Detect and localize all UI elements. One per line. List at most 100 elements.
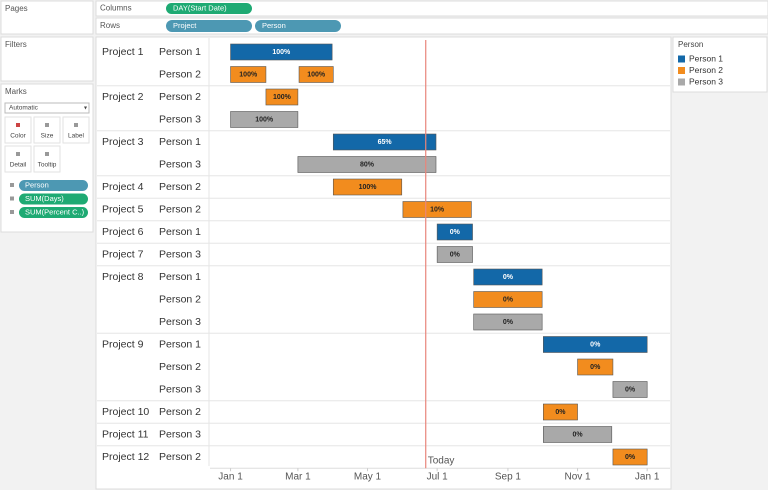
person-label: Person 3 <box>159 316 201 328</box>
marks-pill-label: SUM(Percent C..) <box>25 207 85 216</box>
project-label: Project 7 <box>102 248 144 260</box>
dropdown-arrow: ▾ <box>84 106 87 112</box>
gantt-bar <box>265 88 299 106</box>
marks-button-label: Label <box>68 133 84 140</box>
columns-label: Columns <box>100 4 132 13</box>
legend-swatch <box>678 78 685 86</box>
marks-button[interactable] <box>4 145 32 173</box>
person-label: Person 1 <box>159 226 201 238</box>
bar-label: 0% <box>503 319 514 326</box>
marks-pill[interactable] <box>19 180 88 191</box>
marks-pill[interactable] <box>19 207 88 218</box>
bar-label: 0% <box>450 251 461 258</box>
bar-label: 100% <box>307 71 326 78</box>
person-label: Person 2 <box>159 68 201 80</box>
gantt-bar <box>473 268 543 286</box>
legend-swatch <box>678 67 685 74</box>
mark-type-dropdown[interactable] <box>4 102 90 114</box>
gantt-bar <box>298 66 334 83</box>
legend-label: Person 2 <box>689 65 723 75</box>
x-tick-label: Sep 1 <box>495 472 522 483</box>
project-label: Project 6 <box>102 226 144 238</box>
marks-pill[interactable] <box>19 193 88 205</box>
marks-button-label: Color <box>10 133 26 140</box>
gantt-bar <box>436 246 473 263</box>
column-pill[interactable] <box>166 3 252 14</box>
marks-buttons: Color Size Label Detail Tooltip <box>4 116 90 173</box>
x-tick-label: Jan 1 <box>635 472 660 483</box>
marks-button[interactable] <box>33 116 61 144</box>
gantt-bar <box>612 381 648 398</box>
legend-swatch <box>678 55 685 63</box>
gantt-bar <box>332 178 403 196</box>
row-pill[interactable] <box>255 20 341 32</box>
marks-pill-icon <box>10 210 14 214</box>
gantt-chart: Project 1 Person 1 100% Person 2 100% 100% Pro… <box>97 40 670 483</box>
gantt-bar <box>230 43 333 61</box>
bar-label: 0% <box>625 386 636 393</box>
gantt-bar <box>473 313 543 331</box>
bar-label: 0% <box>625 454 636 461</box>
person-label: Person 3 <box>159 383 201 395</box>
project-label: Project 12 <box>102 451 149 463</box>
project-label: Project 3 <box>102 136 144 148</box>
marks-button[interactable] <box>4 116 32 144</box>
legend-label: Person 1 <box>689 53 723 63</box>
x-tick-label: Nov 1 <box>564 472 591 483</box>
gantt-bar <box>543 426 613 443</box>
marks-button-icon <box>74 123 78 127</box>
gantt-bar <box>402 201 472 218</box>
person-label: Person 1 <box>159 136 201 148</box>
marks-button-label: Tooltip <box>38 162 57 169</box>
legend-title: Person <box>678 40 703 49</box>
today-label: Today <box>428 456 455 467</box>
marks-title: Marks <box>5 87 27 96</box>
person-label: Person 3 <box>159 113 201 125</box>
gantt-bar <box>436 223 473 241</box>
bar-label: 0% <box>572 431 583 438</box>
person-label: Person 2 <box>159 293 201 305</box>
gantt-bar <box>332 133 437 151</box>
column-pill-label: DAY(Start Date) <box>173 3 227 12</box>
row-pill[interactable] <box>166 20 252 32</box>
bar-label: 0% <box>590 341 601 348</box>
rows-label: Rows <box>100 21 120 30</box>
bar-label: 100% <box>359 184 378 191</box>
project-label: Project 4 <box>102 181 144 193</box>
gantt-bar <box>230 66 267 83</box>
gantt-bar <box>473 291 543 308</box>
person-label: Person 3 <box>159 158 201 170</box>
project-label: Project 1 <box>102 46 144 58</box>
project-label: Project 11 <box>102 428 149 440</box>
marks-button[interactable] <box>33 145 61 173</box>
gantt-bar <box>543 403 578 421</box>
marks-button[interactable] <box>62 116 90 144</box>
bar-label: 100% <box>272 49 291 56</box>
bar-label: 0% <box>503 296 514 303</box>
project-label: Project 5 <box>102 203 144 215</box>
person-label: Person 3 <box>159 248 201 260</box>
x-tick-label: Jan 1 <box>218 472 243 483</box>
marks-button-label: Size <box>41 133 54 140</box>
bar-label: 0% <box>555 409 566 416</box>
marks-button-icon <box>45 123 49 127</box>
bar-label: 10% <box>430 206 445 213</box>
person-label: Person 2 <box>159 181 201 193</box>
person-label: Person 1 <box>159 271 201 283</box>
bar-label: 65% <box>378 139 393 146</box>
person-label: Person 3 <box>159 428 201 440</box>
bar-label: 0% <box>450 229 461 236</box>
marks-button-icon <box>16 123 20 127</box>
filters-panel <box>0 36 94 82</box>
marks-pill-label: SUM(Days) <box>25 194 64 203</box>
shelf-pills: DAY(Start Date) Project Person <box>166 3 341 32</box>
x-tick-label: Jul 1 <box>427 472 449 483</box>
marks-button-icon <box>45 152 49 156</box>
bar-label: 100% <box>273 94 292 101</box>
bar-label: 0% <box>503 274 514 281</box>
pages-title: Pages <box>5 4 28 13</box>
project-label: Project 9 <box>102 338 144 350</box>
marks-pills: Person SUM(Days) SUM(Percent C..) <box>10 180 88 218</box>
marks-button-icon <box>16 152 20 156</box>
